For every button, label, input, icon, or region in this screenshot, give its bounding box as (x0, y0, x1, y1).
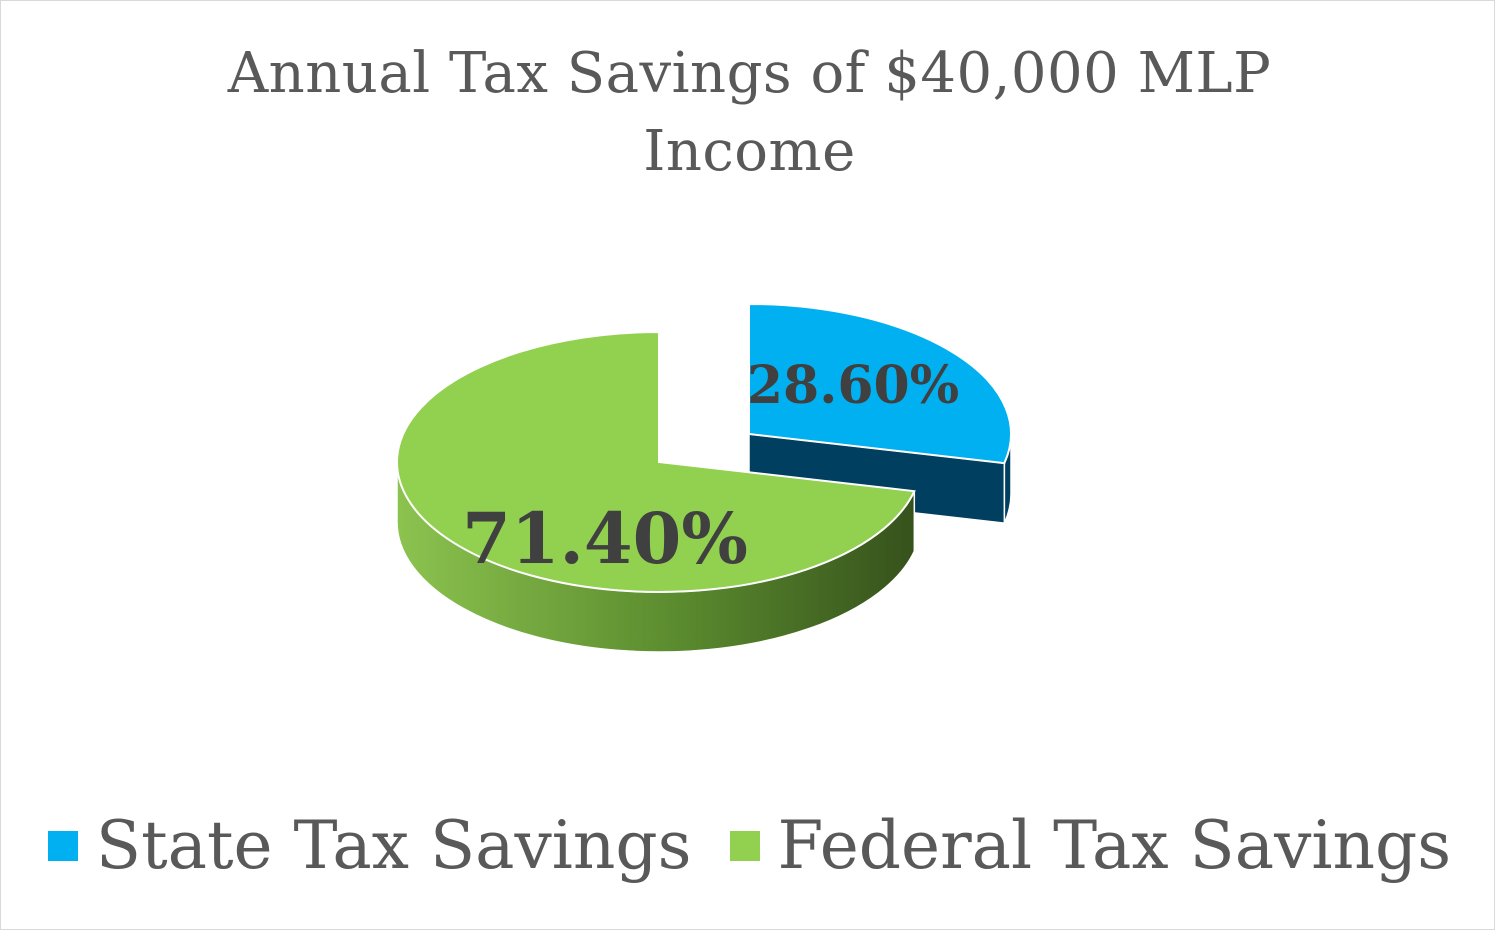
slice-state-tax-savings (748, 302, 1012, 465)
legend: State Tax Savings Federal Tax Savings (1, 807, 1497, 884)
legend-swatch-federal (729, 830, 760, 861)
legend-label-state: State Tax Savings (95, 807, 692, 884)
slice-federal-tax-savings (396, 330, 916, 593)
legend-item-state: State Tax Savings (47, 807, 692, 884)
legend-item-federal: Federal Tax Savings (729, 807, 1452, 884)
legend-swatch-state (47, 830, 78, 861)
chart-title-line-1: Annual Tax Savings of $40,000 MLP (227, 41, 1272, 106)
chart-title-line-2: Income (643, 119, 856, 184)
data-label-1: 71.40% (462, 497, 748, 580)
legend-label-federal: Federal Tax Savings (777, 807, 1452, 884)
data-label-0: 28.60% (747, 355, 959, 416)
